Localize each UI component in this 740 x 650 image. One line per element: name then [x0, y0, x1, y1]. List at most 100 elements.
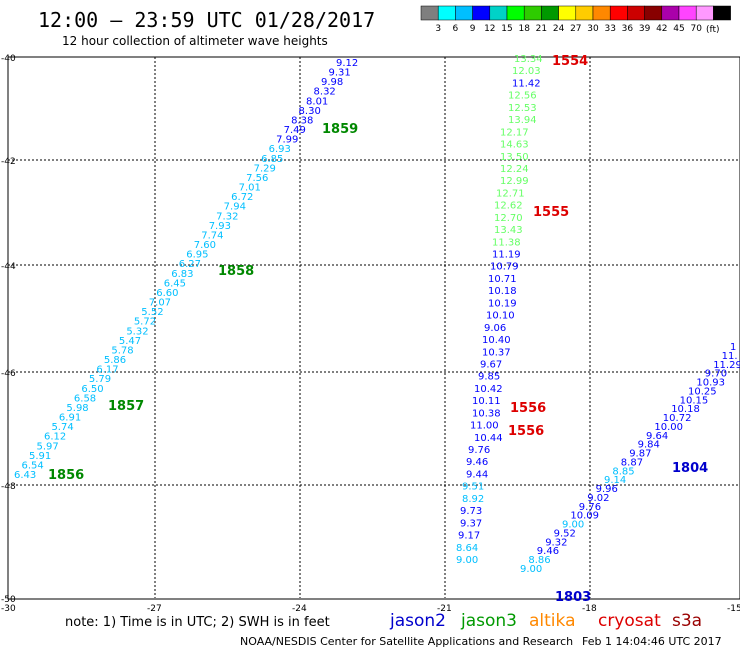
swh-value: 5.32: [126, 326, 148, 337]
color-swatch: [695, 5, 714, 21]
color-swatch: [627, 5, 645, 21]
swh-value: 6.72: [231, 192, 253, 203]
swh-value: 6.60: [156, 288, 178, 299]
color-scale-bar: 3 6 9 12 15 18 21 24 27 30 33 36 39 42 45 70: [420, 5, 731, 34]
swh-value: 8.30: [299, 106, 321, 117]
swh-value: 11.42: [512, 78, 541, 89]
swh-value: 9.64: [646, 431, 668, 442]
pass-time-label: 1804: [672, 461, 708, 476]
pass-time-label: 1555: [533, 205, 569, 220]
swh-value: 10.19: [488, 298, 517, 309]
swh-value: 13.34: [514, 54, 543, 65]
swh-value: 10.18: [488, 286, 517, 297]
longitude-labels: -30 -27 -24 -21 -18 -15: [1, 604, 740, 614]
swh-value: 10.15: [680, 395, 709, 406]
swh-value: 9.67: [480, 359, 502, 370]
color-scale-label: 70: [690, 24, 702, 34]
color-scale-label: 24: [553, 24, 565, 34]
swh-value: 12.24: [500, 164, 529, 175]
swh-value: 13.50: [500, 152, 529, 163]
pass-time-labels: 1856 1857 1858 1859 1554 1555 1556 1556 1804 1803: [48, 54, 708, 605]
longitude-label: -21: [437, 604, 452, 614]
swh-value: 8.32: [314, 87, 336, 98]
swh-value: 10.93: [696, 378, 725, 389]
swh-value: 6.17: [96, 365, 118, 376]
latitude-label: -50: [1, 595, 16, 605]
color-scale-label: 18: [518, 24, 530, 34]
color-scale-label: 15: [501, 24, 512, 34]
legend-item-cryosat: cryosat: [598, 611, 661, 631]
latitude-label: -46: [1, 369, 16, 379]
legend-item-jason2: jason2: [389, 611, 446, 631]
swh-value: 1: [730, 342, 736, 353]
color-scale-label: 30: [587, 24, 599, 34]
pass-time-label: 1556: [510, 401, 546, 416]
swh-value: 9.31: [329, 68, 351, 79]
color-swatch: [541, 5, 559, 21]
swh-value: 11.38: [492, 237, 521, 248]
map-frame: [7, 56, 740, 600]
pass-time-label: 1858: [218, 264, 254, 279]
swh-value: 6.45: [164, 278, 186, 289]
swh-value: 11.00: [470, 421, 499, 432]
latitude-label: -44: [1, 262, 16, 272]
map-subtitle: 12 hour collection of altimeter wave hei…: [62, 34, 328, 48]
swh-value: 10.38: [472, 408, 501, 419]
swh-value: 10.40: [482, 335, 511, 346]
swh-value: 9.87: [629, 449, 651, 460]
satellite-legend: jason2 jason3 altika cryosat s3a: [389, 611, 702, 631]
longitude-label: -15: [727, 604, 740, 614]
color-swatch: [678, 5, 697, 21]
swh-value: 11.29: [713, 360, 740, 371]
pass-time-label: 1859: [322, 122, 358, 137]
swh-value: 10.11: [472, 396, 501, 407]
color-scale-unit: (ft): [706, 25, 720, 35]
swh-value: 10.44: [474, 433, 503, 444]
color-swatch: [661, 5, 680, 21]
swh-value: 12.62: [494, 201, 523, 212]
longitude-label: -27: [147, 604, 162, 614]
swh-value: 5.78: [111, 345, 133, 356]
swh-value: 9.06: [484, 323, 506, 334]
swh-value: 12.17: [500, 127, 529, 138]
latitude-label: -42: [1, 157, 16, 167]
swh-value: 7.99: [276, 135, 298, 146]
swh-value: 7.56: [246, 173, 268, 184]
swh-value: 9.46: [537, 546, 559, 557]
pass-time-label: 1856: [48, 468, 84, 483]
swh-value: 11.19: [492, 250, 521, 261]
swh-value: 9.14: [604, 475, 626, 486]
swh-value: 5.79: [89, 374, 111, 385]
color-scale-label: 42: [656, 24, 667, 34]
swh-value: 9.52: [554, 528, 576, 539]
color-swatch: [713, 5, 731, 21]
swh-value: 8.64: [456, 543, 478, 554]
swh-value: 8.38: [291, 115, 313, 126]
color-swatch: [437, 5, 456, 21]
color-scale-label: 45: [673, 24, 684, 34]
swh-value: 10.25: [688, 386, 717, 397]
pass-time-label: 1556: [508, 424, 544, 439]
longitude-label: -30: [1, 604, 16, 614]
pass-time-label: 1554: [552, 54, 588, 69]
swh-value: 8.92: [462, 494, 484, 505]
swh-value: 9.46: [466, 457, 488, 468]
swh-value: 10.09: [570, 511, 599, 522]
swh-value: 9.00: [520, 564, 542, 575]
swh-value: 8.01: [306, 96, 328, 107]
swh-value: 9.73: [460, 506, 482, 517]
swh-value: 6.95: [186, 250, 208, 261]
color-scale-label: 33: [604, 24, 615, 34]
swh-value: 14.63: [500, 140, 529, 151]
swh-value: 9.84: [638, 440, 660, 451]
swh-value: 9.00: [456, 555, 478, 566]
swh-value: 10.79: [490, 262, 519, 273]
swh-value: 13.43: [494, 225, 523, 236]
swh-value: 6.83: [171, 269, 193, 280]
swh-value: 5.91: [29, 451, 51, 462]
color-swatch: [592, 5, 611, 21]
swh-value: 12.56: [508, 91, 537, 102]
swh-value: 9.44: [466, 469, 488, 480]
swh-value: 6.91: [59, 413, 81, 424]
swh-value: 12.53: [508, 103, 537, 114]
